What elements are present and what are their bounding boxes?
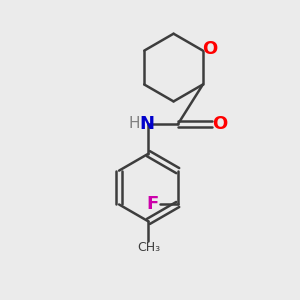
Text: N: N [140, 115, 154, 133]
Text: F: F [147, 196, 159, 214]
Text: H: H [128, 116, 140, 131]
Text: CH₃: CH₃ [137, 242, 160, 254]
Text: O: O [212, 115, 228, 133]
Text: O: O [202, 40, 217, 58]
